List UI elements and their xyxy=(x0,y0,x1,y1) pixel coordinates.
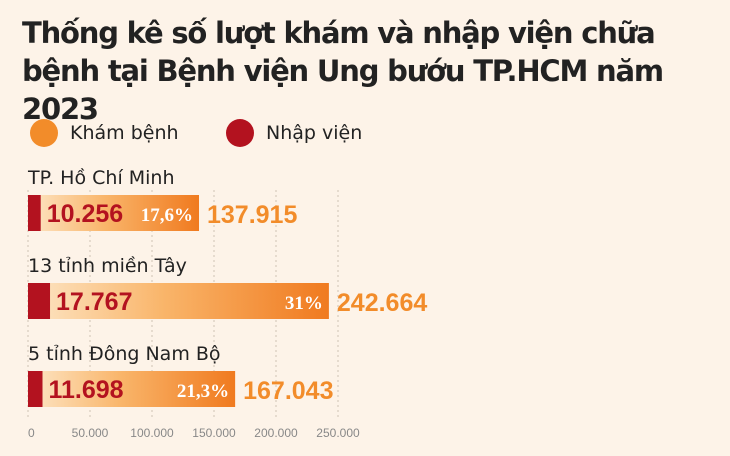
legend-label-nhap-vien: Nhập viện xyxy=(266,122,363,144)
category-label: TP. Hồ Chí Minh xyxy=(27,167,175,189)
x-tick-label: 0 xyxy=(28,426,35,440)
value-label-nhap-vien: 10.256 xyxy=(47,200,123,228)
x-tick-label: 150.000 xyxy=(192,426,236,440)
bar-nhap-vien xyxy=(28,195,41,231)
category-label: 13 tỉnh miền Tây xyxy=(28,255,187,277)
x-tick-label: 250.000 xyxy=(316,426,360,440)
x-tick-label: 200.000 xyxy=(254,426,298,440)
value-label-kham-benh: 137.915 xyxy=(207,201,297,229)
chart-title: Thống kê số lượt khám và nhập viện chữa … xyxy=(22,16,664,126)
bar-kham-benh xyxy=(28,371,236,407)
category-label: 5 tỉnh Đông Nam Bộ xyxy=(28,343,221,365)
value-label-nhap-vien: 17.767 xyxy=(56,288,132,316)
x-tick-label: 100.000 xyxy=(130,426,174,440)
legend-swatch-nhap-vien xyxy=(226,119,254,147)
legend-item-kham-benh: Khám bệnh xyxy=(30,118,179,148)
bars-layer: TP. Hồ Chí Minh 10.256 17,6% 137.915 13 tỉnh… xyxy=(27,167,427,407)
legend-label-kham-benh: Khám bệnh xyxy=(70,122,179,144)
legend-swatch-kham-benh xyxy=(30,119,58,147)
bar-nhap-vien xyxy=(28,371,43,407)
value-label-kham-benh: 167.043 xyxy=(243,377,333,405)
bar-kham-benh xyxy=(28,195,200,231)
x-axis: 0 50.000 100.000 150.000 200.000 250.000 xyxy=(28,426,360,440)
x-tick-label: 50.000 xyxy=(72,426,109,440)
percent-label: 17,6% xyxy=(141,205,193,226)
percent-label: 21,3% xyxy=(177,381,229,402)
bar-kham-benh xyxy=(28,283,329,319)
percent-label: 31% xyxy=(285,293,323,314)
value-label-kham-benh: 242.664 xyxy=(337,289,427,317)
bar-nhap-vien xyxy=(28,283,51,319)
legend-item-nhap-vien: Nhập viện xyxy=(226,118,362,148)
value-label-nhap-vien: 11.698 xyxy=(49,376,124,404)
